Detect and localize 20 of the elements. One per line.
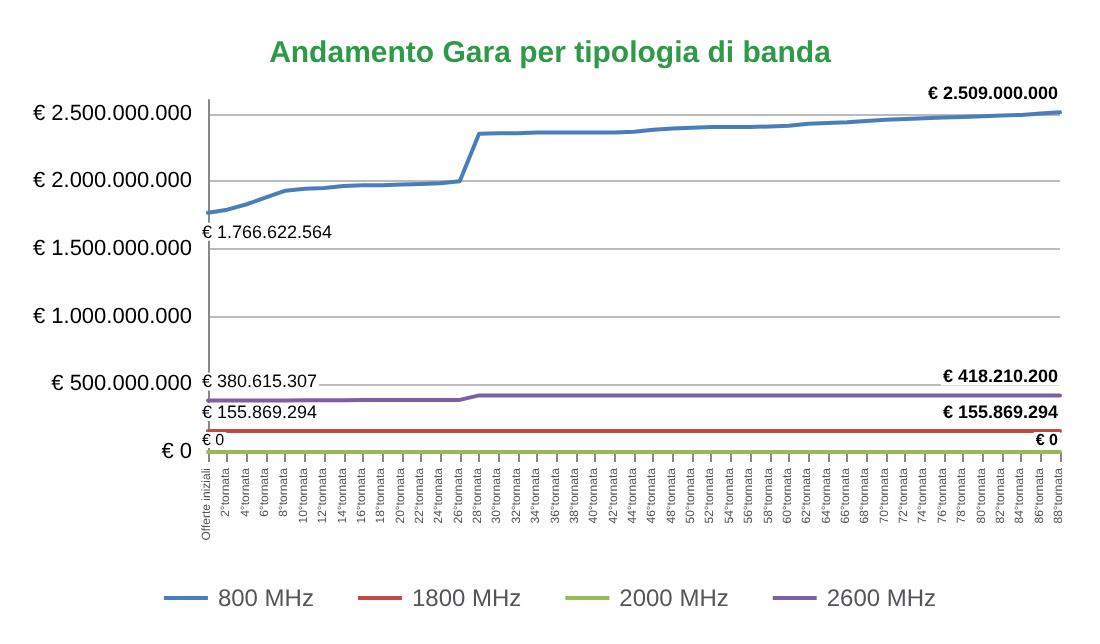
- y-tick-label: € 500.000.000: [51, 372, 192, 397]
- y-tick-label: € 2.000.000.000: [32, 169, 192, 194]
- line-series: [206, 110, 1062, 215]
- data-label: € 0: [1035, 431, 1060, 449]
- data-label: € 1.766.622.564: [202, 221, 333, 242]
- legend-label: 2600 MHz: [826, 584, 937, 612]
- legend-label: 2000 MHz: [619, 584, 729, 612]
- y-tick-label: € 2.500.000.000: [32, 101, 192, 126]
- data-label: € 0: [202, 431, 226, 449]
- y-tick-label: € 1.500.000.000: [32, 236, 192, 261]
- y-tick-label: € 1.000.000.000: [32, 304, 192, 329]
- legend-label: 800 MHz: [217, 584, 314, 612]
- legend-label: 1800 MHz: [411, 584, 522, 612]
- y-tick-label: € 0: [161, 440, 192, 464]
- data-label: € 418.210.200: [942, 366, 1058, 387]
- data-label: € 2.509.000.000: [927, 83, 1058, 104]
- data-label: € 155.869.294: [202, 401, 318, 422]
- data-label: € 380.615.307: [202, 371, 318, 392]
- chart-title: Andamento Gara per tipologia di banda: [269, 36, 833, 70]
- data-label: € 155.869.294: [942, 401, 1058, 422]
